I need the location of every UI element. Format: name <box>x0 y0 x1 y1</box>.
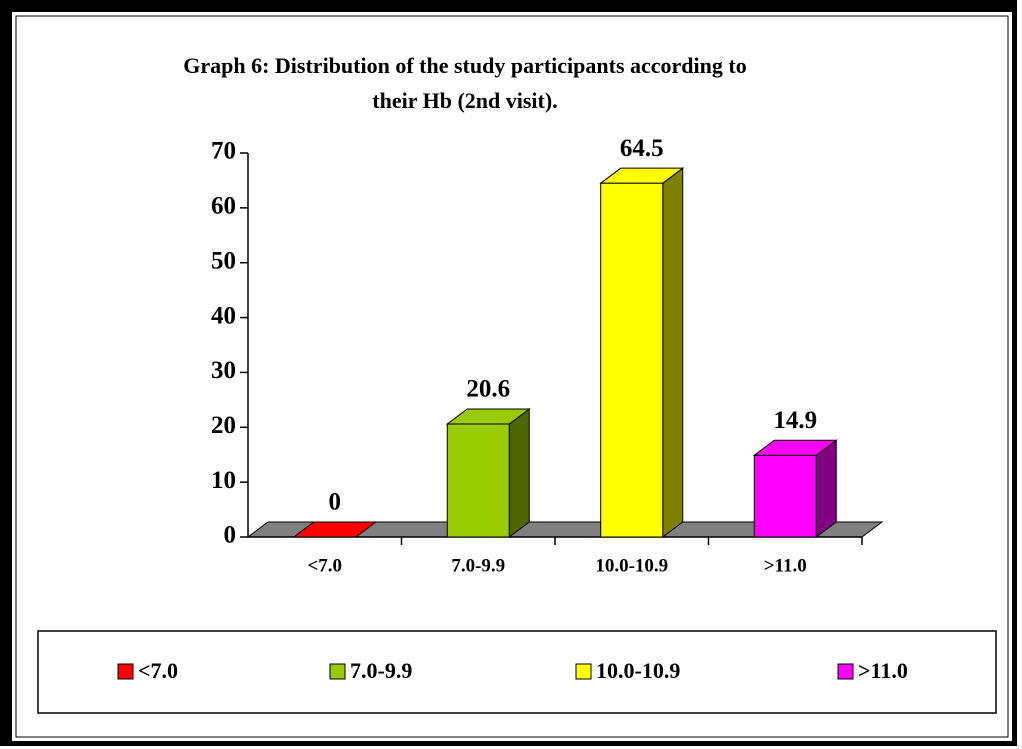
frame-right <box>1012 0 1017 746</box>
data-label: 20.6 <box>466 376 510 403</box>
frame-left <box>0 0 12 746</box>
legend-box <box>37 630 997 714</box>
frame-bottom <box>0 741 1017 746</box>
bar <box>292 521 378 538</box>
x-tick-label: 10.0-10.9 <box>595 555 668 576</box>
bar <box>599 167 685 538</box>
bar-front <box>753 454 817 538</box>
x-tick-label: <7.0 <box>307 555 342 576</box>
bar-side <box>815 439 837 538</box>
y-tick-label: 60 <box>211 193 236 220</box>
legend-swatch <box>117 663 134 680</box>
data-label: 0 <box>329 489 342 516</box>
y-tick-label: 20 <box>211 412 236 439</box>
legend-label: <7.0 <box>138 658 178 683</box>
y-tick-label: 40 <box>211 302 236 329</box>
bar-side <box>508 407 530 538</box>
bar <box>752 439 838 538</box>
bar-side <box>662 167 684 538</box>
legend-swatch <box>575 663 592 680</box>
y-tick-label: 10 <box>211 467 236 494</box>
y-tick-label: 50 <box>211 247 236 274</box>
bar-top <box>752 439 838 456</box>
bar-top <box>292 521 378 538</box>
legend-label: 10.0-10.9 <box>596 658 680 683</box>
frame-top <box>0 0 1017 12</box>
legend-swatch <box>329 663 346 680</box>
data-label: 64.5 <box>620 135 664 162</box>
x-tick-label: >11.0 <box>764 555 807 576</box>
bar-front <box>446 423 510 538</box>
bar-top <box>599 167 685 184</box>
chart-title: their Hb (2nd visit). <box>372 88 557 113</box>
y-tick-label: 30 <box>211 357 236 384</box>
x-tick-label: 7.0-9.9 <box>451 555 505 576</box>
bar-top <box>445 408 531 425</box>
y-tick-label: 0 <box>224 522 237 549</box>
chart-title: Graph 6: Distribution of the study parti… <box>183 53 746 78</box>
frame-inner <box>15 15 1009 738</box>
legend-label: 7.0-9.9 <box>350 658 412 683</box>
data-label: 14.9 <box>773 407 817 434</box>
bar-front <box>600 182 664 538</box>
legend-swatch <box>837 663 854 680</box>
y-tick-label: 70 <box>211 138 236 165</box>
bar <box>445 407 531 538</box>
legend-label: >11.0 <box>858 658 908 683</box>
